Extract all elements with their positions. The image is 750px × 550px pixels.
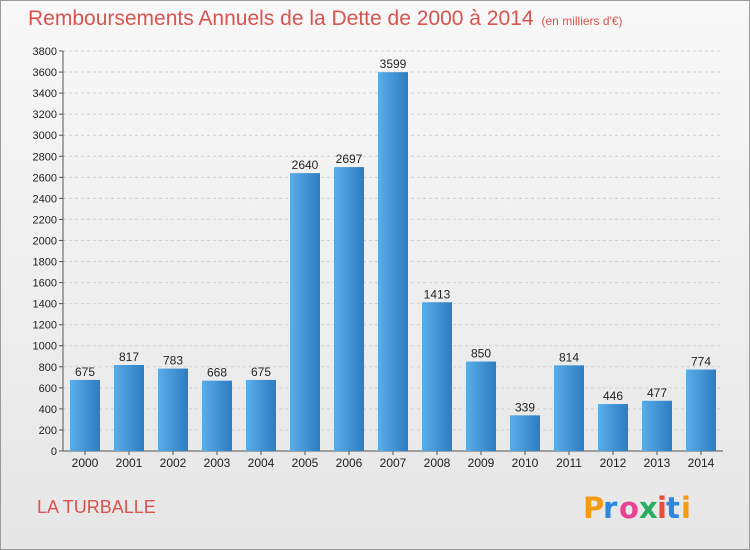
x-tick-label-2014: 2014 xyxy=(688,456,715,470)
bar-2013 xyxy=(642,400,672,451)
bars xyxy=(70,72,716,451)
y-tick-label: 800 xyxy=(39,362,57,374)
y-tick-label: 3400 xyxy=(33,88,57,100)
bar-2000 xyxy=(70,379,100,451)
data-label-2001: 817 xyxy=(119,350,139,364)
y-tick-label: 3200 xyxy=(33,109,57,121)
place-name: LA TURBALLE xyxy=(37,497,156,517)
data-label-2004: 675 xyxy=(251,365,271,379)
data-labels: 675 817 783 668 675 2640 2697 3599 1413 850 339 814… xyxy=(75,57,711,414)
x-tick-label-2009: 2009 xyxy=(468,456,495,470)
data-label-2014: 774 xyxy=(691,355,711,369)
data-label-2013: 477 xyxy=(647,386,667,400)
svg-text:r: r xyxy=(603,491,618,525)
x-tick-label-2013: 2013 xyxy=(644,456,671,470)
y-tick-label: 0 xyxy=(51,446,57,458)
svg-text:o: o xyxy=(619,491,639,525)
bar-2005 xyxy=(290,173,320,451)
svg-text:t: t xyxy=(666,491,680,525)
data-label-2011: 814 xyxy=(559,350,579,364)
y-tick-label: 400 xyxy=(39,404,57,416)
bar-2008 xyxy=(422,302,452,451)
data-label-2008: 1413 xyxy=(424,287,451,301)
proxiti-logo: P r o x i t i xyxy=(583,491,691,525)
x-tick-label-2003: 2003 xyxy=(204,456,231,470)
y-tick-label: 200 xyxy=(39,425,57,437)
bar-2010 xyxy=(510,415,540,451)
x-tick-label-2000: 2000 xyxy=(72,456,99,470)
y-tick-label: 1400 xyxy=(33,299,57,311)
y-tick-label: 3600 xyxy=(33,67,57,79)
chart-unit: (en milliers d'€) xyxy=(541,14,623,28)
x-tick-label-2010: 2010 xyxy=(512,456,539,470)
bar-2006 xyxy=(334,167,364,451)
y-tick-label: 2800 xyxy=(33,151,57,163)
bar-2011 xyxy=(554,365,584,451)
y-tick-label: 1600 xyxy=(33,278,57,290)
data-label-2006: 2697 xyxy=(336,152,363,166)
data-label-2009: 850 xyxy=(471,347,491,361)
svg-text:i: i xyxy=(657,491,667,525)
y-tick-label: 3000 xyxy=(33,130,57,142)
y-tick-label: 2600 xyxy=(33,172,57,184)
svg-text:P: P xyxy=(583,491,604,525)
data-label-2012: 446 xyxy=(603,389,623,403)
data-label-2000: 675 xyxy=(75,365,95,379)
y-tick-label: 3800 xyxy=(33,46,57,58)
data-label-2005: 2640 xyxy=(292,158,319,172)
bar-2001 xyxy=(114,365,144,451)
x-tick-label-2012: 2012 xyxy=(600,456,627,470)
data-label-2002: 783 xyxy=(163,354,183,368)
bar-2002 xyxy=(158,368,188,451)
x-tick-label-2001: 2001 xyxy=(116,456,143,470)
data-label-2007: 3599 xyxy=(380,57,407,71)
y-tick-label: 2400 xyxy=(33,193,57,205)
svg-text:x: x xyxy=(639,491,658,525)
x-tick-label-2005: 2005 xyxy=(292,456,319,470)
bar-2004 xyxy=(246,379,276,451)
chart-title-text: Remboursements Annuels de la Dette de 20… xyxy=(28,7,534,30)
x-tick-label-2011: 2011 xyxy=(556,456,582,470)
y-tick-label: 2000 xyxy=(33,235,57,247)
bar-2012 xyxy=(598,404,628,451)
chart-title: Remboursements Annuels de la Dette de 20… xyxy=(28,7,623,31)
bar-2003 xyxy=(202,380,232,451)
y-tick-label: 1000 xyxy=(33,341,57,353)
y-tick-label: 600 xyxy=(39,383,57,395)
x-tick-label-2007: 2007 xyxy=(380,456,407,470)
y-tick-label: 1800 xyxy=(33,257,57,269)
y-tick-label: 2200 xyxy=(33,214,57,226)
x-tick-label-2008: 2008 xyxy=(424,456,451,470)
x-tick-label-2004: 2004 xyxy=(248,456,275,470)
bar-2014 xyxy=(686,369,716,451)
data-label-2003: 668 xyxy=(207,366,227,380)
bar-2009 xyxy=(466,361,496,451)
y-tick-label: 1200 xyxy=(33,320,57,332)
x-tick-label-2002: 2002 xyxy=(160,456,187,470)
x-tick-label-2006: 2006 xyxy=(336,456,363,470)
svg-text:i: i xyxy=(681,491,691,525)
data-label-2010: 339 xyxy=(515,400,535,414)
bar-2007 xyxy=(378,72,408,451)
